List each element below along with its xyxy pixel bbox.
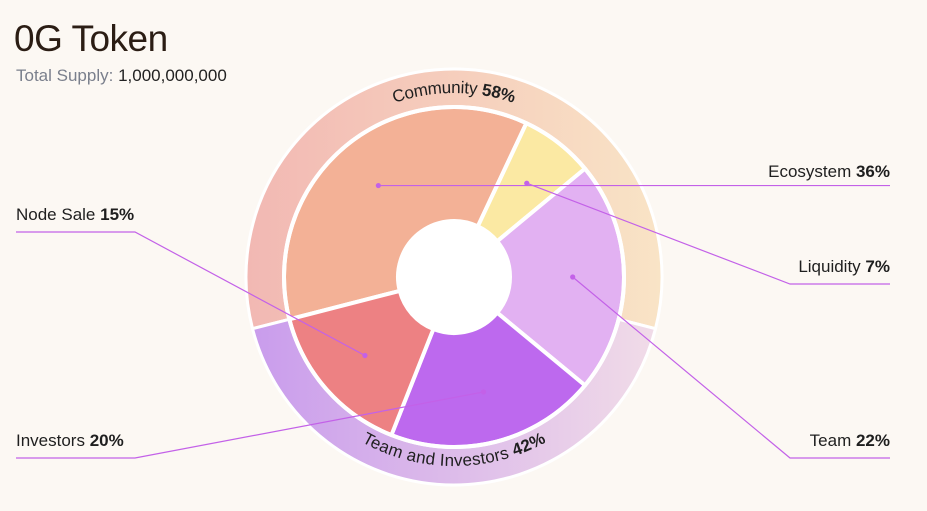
slice-label-team: Team 22% bbox=[810, 431, 890, 450]
leader-dot-investors bbox=[480, 389, 487, 395]
leader-dot-liquidity bbox=[524, 180, 530, 186]
slice-label-investors: Investors 20% bbox=[16, 431, 124, 450]
slice-label-percent: 20% bbox=[90, 431, 124, 450]
slice-label-percent: 22% bbox=[856, 431, 890, 450]
slice-label-node-sale: Node Sale 15% bbox=[16, 205, 134, 224]
slice-label-name: Ecosystem bbox=[768, 162, 856, 181]
leader-line-team bbox=[572, 276, 890, 459]
ring-separator bbox=[282, 105, 626, 449]
leader-dot-ecosystem bbox=[375, 182, 381, 189]
slice-label-liquidity: Liquidity 7% bbox=[798, 257, 890, 276]
leader-line-node-sale bbox=[16, 231, 366, 357]
leader-line-liquidity bbox=[526, 182, 890, 285]
total-supply: Total Supply: 1,000,000,000 bbox=[16, 66, 227, 86]
leader-line-investors bbox=[16, 391, 484, 459]
slice-label-percent: 15% bbox=[100, 205, 134, 224]
total-supply-label: Total Supply: bbox=[16, 66, 114, 85]
slice-label-name: Investors bbox=[16, 431, 90, 450]
slice-label-percent: 36% bbox=[856, 162, 890, 181]
slice-label-percent: 7% bbox=[865, 257, 890, 276]
total-supply-value: 1,000,000,000 bbox=[118, 66, 227, 85]
donut-hole bbox=[398, 221, 510, 333]
slice-label-name: Liquidity bbox=[798, 257, 865, 276]
slice-label-name: Team bbox=[810, 431, 856, 450]
slice-label-name: Node Sale bbox=[16, 205, 100, 224]
leader-dot-team bbox=[570, 274, 576, 280]
page-title: 0G Token bbox=[14, 18, 168, 59]
leader-dot-node-sale bbox=[362, 352, 368, 359]
slice-label-ecosystem: Ecosystem 36% bbox=[768, 162, 890, 181]
